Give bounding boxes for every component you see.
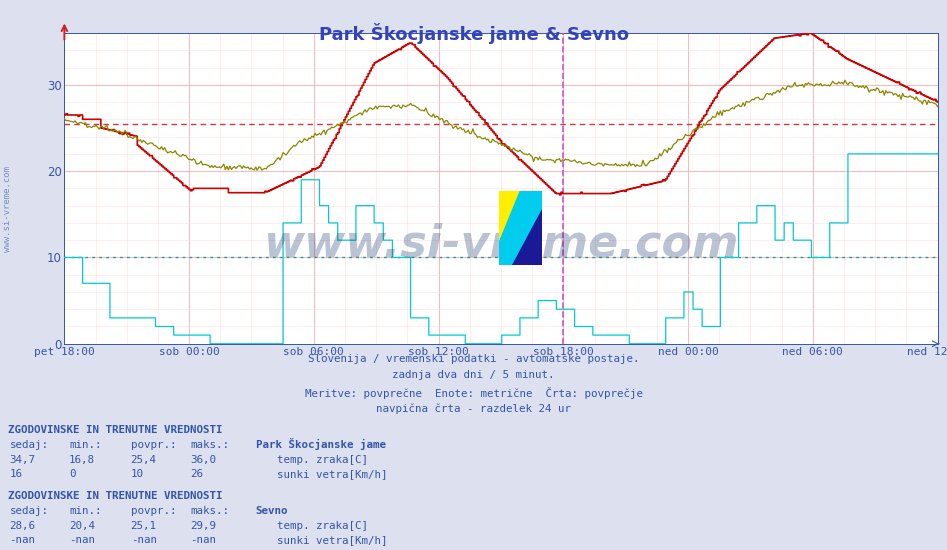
Text: povpr.:: povpr.:: [131, 505, 176, 516]
Text: sedaj:: sedaj:: [9, 439, 48, 450]
Text: maks.:: maks.:: [190, 505, 229, 516]
Polygon shape: [499, 191, 542, 265]
Text: temp. zraka[C]: temp. zraka[C]: [277, 454, 368, 465]
Text: www.si-vreme.com: www.si-vreme.com: [263, 223, 739, 266]
Text: 25,1: 25,1: [131, 520, 156, 531]
Text: sunki vetra[Km/h]: sunki vetra[Km/h]: [277, 535, 388, 546]
Text: ZGODOVINSKE IN TRENUTNE VREDNOSTI: ZGODOVINSKE IN TRENUTNE VREDNOSTI: [8, 491, 223, 501]
Text: 25,4: 25,4: [131, 454, 156, 465]
Text: -nan: -nan: [69, 535, 95, 546]
Text: 16: 16: [9, 469, 23, 480]
Bar: [499, 191, 521, 243]
Polygon shape: [511, 210, 542, 265]
Text: temp. zraka[C]: temp. zraka[C]: [277, 520, 368, 531]
Text: Park Škocjanske jame & Sevno: Park Škocjanske jame & Sevno: [318, 23, 629, 44]
Text: 16,8: 16,8: [69, 454, 95, 465]
Text: Park Škocjanske jame: Park Škocjanske jame: [256, 438, 385, 450]
Text: sunki vetra[Km/h]: sunki vetra[Km/h]: [277, 469, 388, 480]
Text: Sevno: Sevno: [256, 505, 288, 516]
Text: Slovenija / vremenski podatki - avtomatske postaje.: Slovenija / vremenski podatki - avtomats…: [308, 354, 639, 364]
Text: zadnja dva dni / 5 minut.: zadnja dva dni / 5 minut.: [392, 370, 555, 380]
Text: ZGODOVINSKE IN TRENUTNE VREDNOSTI: ZGODOVINSKE IN TRENUTNE VREDNOSTI: [8, 425, 223, 435]
Text: sedaj:: sedaj:: [9, 505, 48, 516]
Text: maks.:: maks.:: [190, 439, 229, 450]
Text: povpr.:: povpr.:: [131, 439, 176, 450]
Text: 36,0: 36,0: [190, 454, 216, 465]
Text: navpična črta - razdelek 24 ur: navpična črta - razdelek 24 ur: [376, 403, 571, 414]
Text: -nan: -nan: [190, 535, 216, 546]
Text: 0: 0: [69, 469, 76, 480]
Text: 10: 10: [131, 469, 144, 480]
Text: min.:: min.:: [69, 505, 101, 516]
Text: -nan: -nan: [9, 535, 35, 546]
Text: 26: 26: [190, 469, 204, 480]
Text: www.si-vreme.com: www.si-vreme.com: [3, 166, 12, 252]
Text: 29,9: 29,9: [190, 520, 216, 531]
Text: min.:: min.:: [69, 439, 101, 450]
Text: 34,7: 34,7: [9, 454, 35, 465]
Text: Meritve: povprečne  Enote: metrične  Črta: povprečje: Meritve: povprečne Enote: metrične Črta:…: [305, 387, 642, 399]
Text: 28,6: 28,6: [9, 520, 35, 531]
Text: 20,4: 20,4: [69, 520, 95, 531]
Text: -nan: -nan: [131, 535, 156, 546]
